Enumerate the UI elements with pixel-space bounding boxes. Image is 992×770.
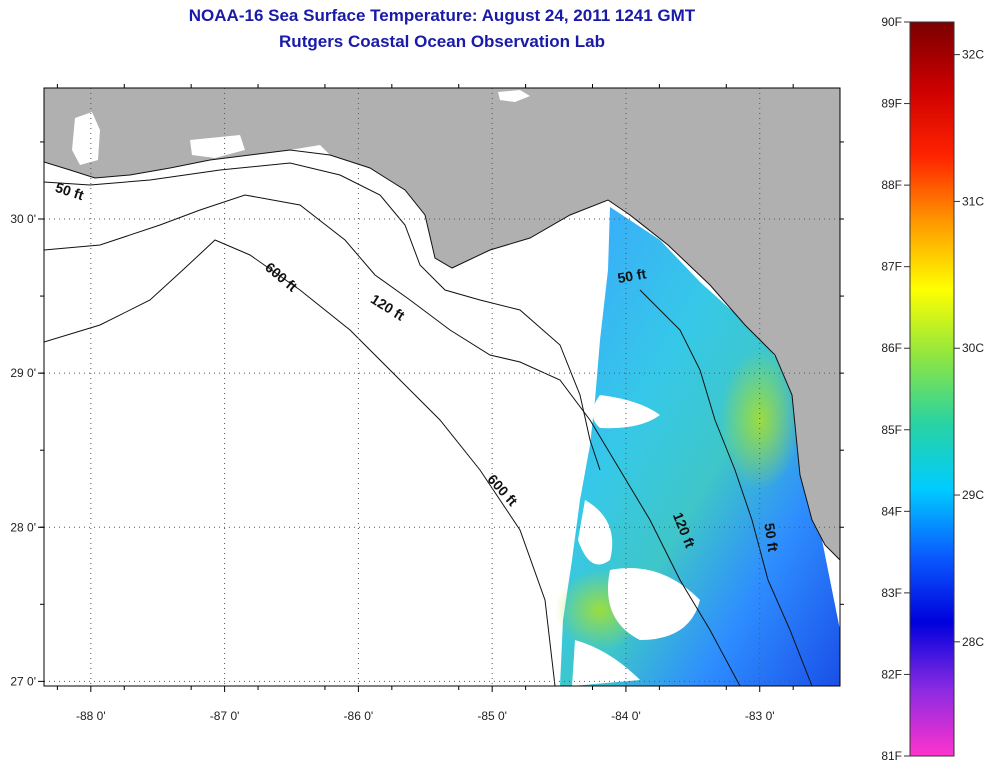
contour-50ft — [44, 162, 601, 471]
warm-patch — [720, 350, 800, 490]
coastline — [44, 149, 840, 561]
cloud-gap — [592, 395, 660, 429]
cloud-gap — [572, 640, 640, 686]
map-title: NOAA-16 Sea Surface Temperature: August … — [188, 6, 696, 25]
cloud-gap — [578, 500, 613, 565]
axis-ticks: -88 0' -87 0' -86 0' -85 0' -84 0' -83 0' 30 0… — [10, 84, 844, 723]
fahrenheit-label: 90F — [881, 15, 902, 29]
sst-map: -88 0' -87 0' -86 0' -85 0' -84 0' -83 0' 30 0… — [10, 84, 844, 723]
lon-tick-label: -84 0' — [611, 709, 641, 723]
contour-600ft — [44, 239, 556, 686]
fahrenheit-label: 86F — [881, 341, 902, 355]
celsius-label: 30C — [962, 341, 984, 355]
fahrenheit-label: 84F — [881, 504, 902, 518]
map-frame — [43, 87, 841, 687]
bay — [290, 145, 330, 158]
fahrenheit-label: 87F — [881, 260, 902, 274]
fahrenheit-label: 82F — [881, 667, 902, 681]
lat-tick-label: 28 0' — [10, 520, 36, 534]
fahrenheit-label: 88F — [881, 178, 902, 192]
bay — [190, 135, 245, 158]
lat-tick-label: 29 0' — [10, 366, 36, 380]
temperature-colorbar: 90F 89F 88F 87F 86F 85F 84F 83F 82F 81F 32C 31C 30C 2… — [881, 15, 984, 763]
bay — [72, 112, 100, 165]
celsius-label: 32C — [962, 48, 984, 62]
fahrenheit-label: 81F — [881, 749, 902, 763]
contour-120ft — [44, 194, 741, 686]
contour-50ft-east — [639, 289, 813, 686]
lat-tick-label: 27 0' — [10, 674, 36, 688]
map-subtitle: Rutgers Coastal Ocean Observation Lab — [279, 32, 605, 51]
sst-swath — [560, 207, 840, 686]
cloud-gap — [608, 568, 700, 640]
colorbar-bar — [909, 21, 955, 757]
lon-tick-label: -85 0' — [477, 709, 507, 723]
celsius-label: 29C — [962, 488, 984, 502]
celsius-label: 28C — [962, 635, 984, 649]
contour-label: 50 ft — [616, 265, 647, 286]
celsius-label: 31C — [962, 194, 984, 208]
lon-tick-label: -87 0' — [210, 709, 240, 723]
lon-tick-label: -83 0' — [745, 709, 775, 723]
lon-tick-label: -86 0' — [344, 709, 374, 723]
fahrenheit-label: 89F — [881, 97, 902, 111]
fahrenheit-label: 83F — [881, 586, 902, 600]
contour-label: 50 ft — [761, 522, 781, 553]
land-mass — [44, 88, 840, 560]
fahrenheit-label: 85F — [881, 423, 902, 437]
lake — [498, 90, 530, 102]
lon-tick-label: -88 0' — [76, 709, 106, 723]
lat-tick-label: 30 0' — [10, 212, 36, 226]
